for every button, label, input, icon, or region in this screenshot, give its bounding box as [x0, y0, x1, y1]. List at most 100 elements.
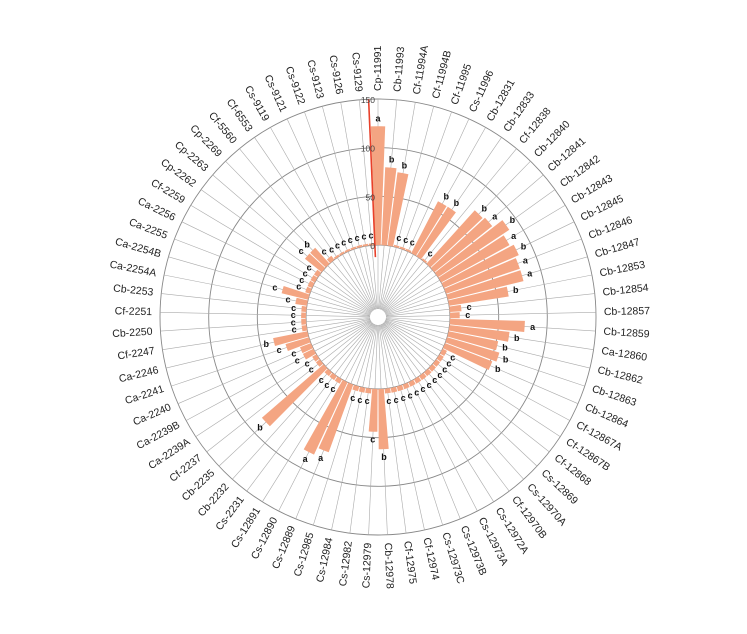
group-label: b: [503, 355, 509, 365]
group-label: c: [432, 375, 437, 385]
spoke-line: [382, 323, 510, 492]
spoke-line: [382, 148, 517, 311]
group-label: c: [428, 249, 433, 259]
bar: [318, 382, 354, 453]
group-label: c: [303, 269, 308, 279]
tick-label: 100: [361, 144, 375, 154]
bar: [310, 275, 318, 283]
bar: [305, 286, 312, 294]
spoke-line: [195, 321, 372, 437]
spoke-line: [181, 221, 371, 314]
category-label: Cs-12979: [360, 542, 374, 588]
spoke-line: [161, 293, 371, 317]
category-label: Cs-12982: [337, 540, 355, 587]
spoke-line: [200, 189, 372, 313]
spoke-line: [313, 324, 376, 526]
spoke-line: [160, 317, 371, 332]
bar: [356, 244, 363, 249]
group-label: c: [442, 365, 447, 375]
spoke-line: [162, 317, 371, 350]
spoke-line: [171, 319, 371, 387]
bar: [307, 280, 315, 288]
group-label: c: [299, 275, 304, 285]
bar: [384, 388, 391, 394]
category-label: Cf-2251: [115, 305, 153, 318]
bar: [314, 269, 322, 278]
bar: [434, 220, 510, 278]
category-label: Cs-9126: [327, 54, 346, 95]
spoke-line: [381, 323, 494, 502]
group-label: c: [368, 230, 373, 240]
group-label: b: [495, 364, 501, 374]
bar: [302, 348, 316, 360]
spoke-line: [262, 323, 375, 502]
group-label: a: [530, 322, 536, 332]
bar: [368, 388, 378, 432]
category-label: Ca-2254B: [114, 236, 163, 261]
spoke-line: [270, 127, 375, 311]
spoke-line: [384, 321, 550, 453]
group-label: c: [427, 380, 432, 390]
bar: [436, 354, 444, 362]
category-label: Cb-12847: [594, 236, 642, 260]
group-label: c: [305, 359, 310, 369]
category-label: Cf-12974: [420, 537, 441, 582]
bar: [446, 270, 524, 300]
group-label: c: [465, 310, 470, 320]
bar: [416, 206, 456, 260]
spoke-line: [383, 322, 538, 467]
tick-label: 50: [366, 192, 376, 202]
spoke-line: [286, 118, 375, 310]
spoke-line: [166, 318, 371, 369]
category-label: Ca-2254A: [109, 259, 158, 280]
group-label: c: [319, 375, 324, 385]
bar: [329, 372, 337, 381]
group-label: c: [291, 303, 296, 313]
category-label: Cs-9129: [349, 52, 364, 93]
bar: [411, 201, 447, 256]
bar: [447, 331, 499, 351]
bar: [350, 246, 357, 251]
group-label: b: [502, 343, 508, 353]
bar: [352, 384, 360, 392]
group-label: c: [291, 310, 296, 320]
group-label: c: [394, 395, 399, 405]
group-label: c: [307, 262, 312, 272]
spoke-line: [384, 320, 570, 421]
group-label: b: [510, 215, 516, 225]
category-label: Ca-12860: [600, 345, 648, 364]
bar: [301, 312, 307, 319]
bar: [368, 243, 375, 246]
bar: [419, 372, 427, 381]
group-label: c: [410, 238, 415, 248]
bar: [365, 388, 372, 394]
bar: [344, 248, 351, 253]
bar: [301, 305, 307, 312]
group-label: c: [386, 396, 391, 406]
bar: [413, 376, 422, 384]
bar: [300, 343, 314, 354]
spoke-line: [379, 106, 434, 310]
bar: [315, 359, 324, 367]
group-label: c: [403, 235, 408, 245]
group-label: c: [408, 391, 413, 401]
bar: [339, 251, 345, 256]
group-label: a: [303, 454, 309, 464]
group-label: c: [401, 393, 406, 403]
bar: [333, 254, 340, 260]
tick-label: 0: [370, 241, 375, 251]
spoke-line: [212, 174, 373, 313]
category-label: Cf-2247: [117, 345, 156, 362]
group-label: c: [361, 231, 366, 241]
category-label: Ca-2246: [118, 364, 160, 385]
spoke-line: [383, 322, 524, 480]
category-label: Cb-12978: [382, 543, 396, 590]
bar: [324, 368, 332, 377]
spoke-line: [331, 324, 377, 531]
category-label: Cb-12859: [603, 326, 650, 341]
category-label: Cs-12984: [314, 536, 335, 583]
bar: [402, 382, 410, 390]
group-label: c: [285, 294, 290, 304]
group-label: b: [389, 155, 395, 165]
category-label: Cb-2250: [112, 326, 153, 341]
